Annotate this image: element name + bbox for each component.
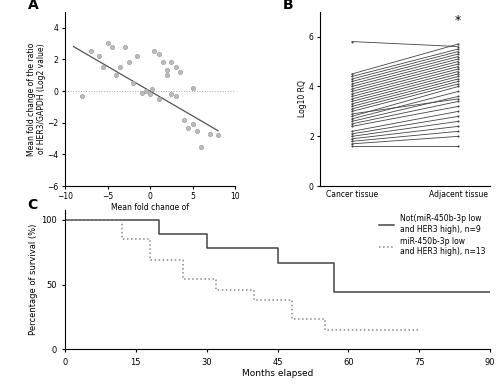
Point — [154, 96, 162, 102]
Text: A: A — [28, 0, 38, 12]
Point — [172, 64, 179, 70]
Point — [86, 48, 94, 54]
Point — [188, 85, 196, 91]
Point — [176, 69, 184, 75]
Point — [193, 128, 201, 134]
Y-axis label: Log10 RQ: Log10 RQ — [298, 80, 308, 118]
Point — [138, 90, 145, 96]
Point — [150, 48, 158, 54]
Point — [95, 53, 103, 59]
Point — [172, 93, 179, 99]
X-axis label: Mean fold change of
MiR-450b-3p expression (Log2 value): Mean fold change of MiR-450b-3p expressi… — [78, 203, 222, 222]
X-axis label: Months elapsed: Months elapsed — [242, 369, 313, 378]
Point — [125, 59, 133, 66]
Point — [148, 86, 156, 92]
Point — [142, 88, 150, 94]
Point — [78, 93, 86, 99]
Text: B: B — [282, 0, 293, 12]
Point — [129, 80, 137, 86]
Point — [167, 59, 175, 66]
Text: C: C — [27, 198, 37, 212]
Point — [112, 72, 120, 78]
Text: *: * — [455, 14, 461, 27]
Point — [116, 64, 124, 70]
Legend: Not(miR-450b-3p low
and HER3 high), n=9, miR-450b-3p low
and HER3 high), n=13: Not(miR-450b-3p low and HER3 high), n=9,… — [376, 211, 488, 259]
Point — [146, 91, 154, 97]
Point — [163, 67, 171, 73]
Point — [133, 53, 141, 59]
Point — [214, 132, 222, 139]
Point — [188, 121, 196, 127]
Point — [159, 59, 167, 66]
Y-axis label: Percentage of survival (%): Percentage of survival (%) — [29, 223, 38, 335]
Point — [108, 43, 116, 50]
Point — [104, 40, 112, 47]
Point — [184, 125, 192, 131]
Point — [167, 91, 175, 97]
Y-axis label: Mean fold change of the ratio
of HER3/GAPDH (Log2 value): Mean fold change of the ratio of HER3/GA… — [26, 42, 46, 156]
Point — [154, 51, 162, 57]
Point — [99, 64, 108, 70]
Point — [120, 43, 128, 50]
Point — [180, 116, 188, 123]
Point — [163, 72, 171, 78]
Point — [206, 131, 214, 137]
Point — [197, 144, 205, 150]
